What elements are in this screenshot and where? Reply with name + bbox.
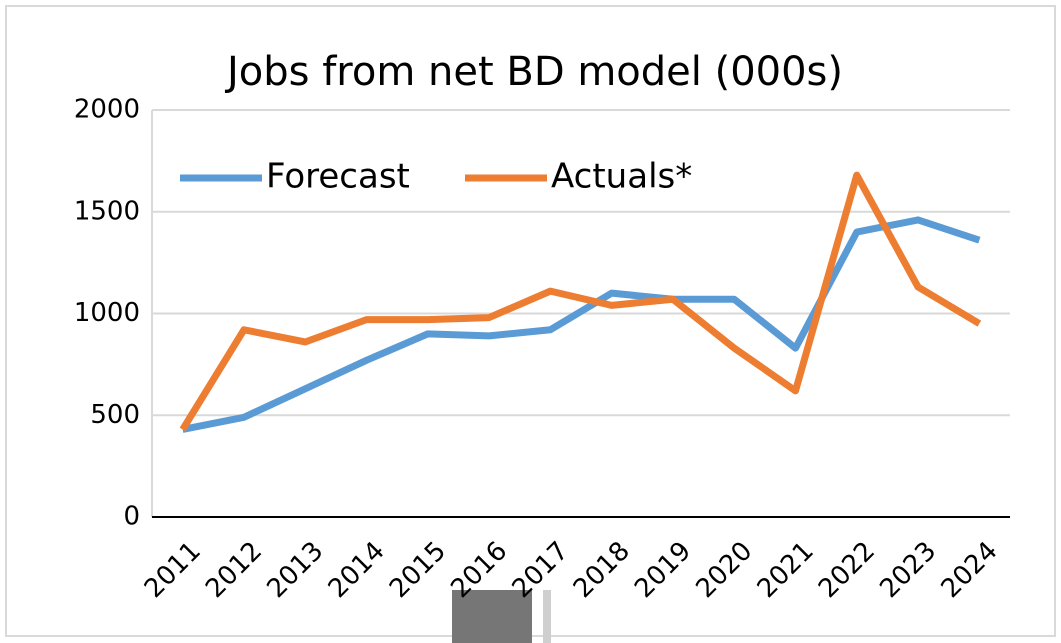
legend-label: Actuals* <box>551 157 692 197</box>
overlay-block <box>452 590 532 643</box>
chart-title: Jobs from net BD model (000s) <box>224 49 843 95</box>
legend-label: Forecast <box>266 157 410 197</box>
y-tick-label: 1500 <box>74 196 140 226</box>
overlay-block <box>543 590 551 643</box>
y-tick-label: 0 <box>123 502 140 532</box>
y-tick-label: 2000 <box>74 95 140 125</box>
series-line <box>179 171 982 432</box>
series-line <box>181 216 981 433</box>
chart-frame <box>5 5 1056 637</box>
y-tick-label: 1000 <box>74 298 140 328</box>
y-tick-label: 500 <box>90 400 140 430</box>
